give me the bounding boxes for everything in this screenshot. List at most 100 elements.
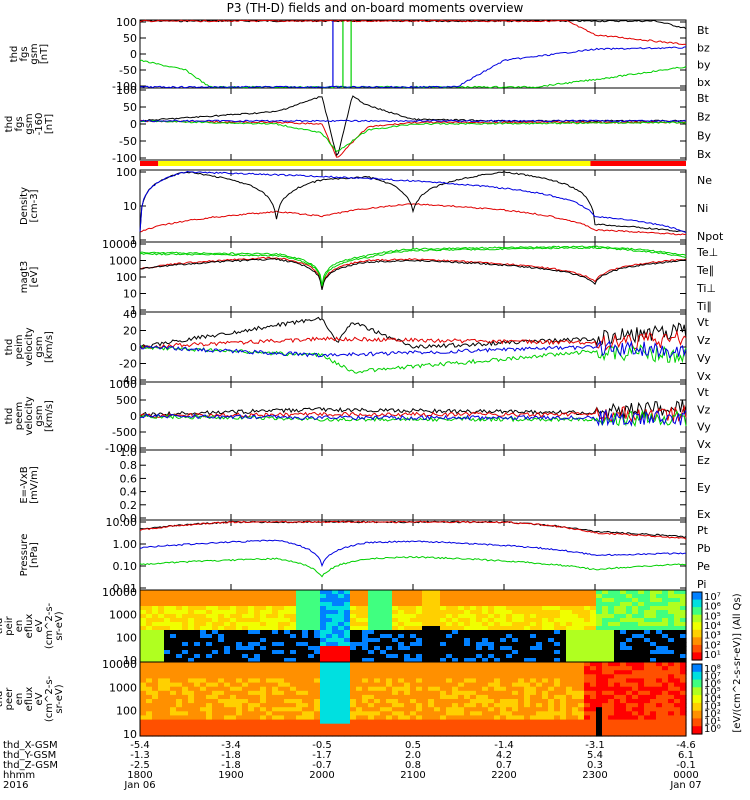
spec-cell (308, 602, 315, 607)
spec-cell (254, 731, 261, 737)
spec-cell (290, 674, 297, 679)
spec-cell (656, 626, 663, 631)
spec-cell (656, 622, 663, 627)
spec-cell (350, 686, 357, 692)
spec-cell (158, 610, 165, 615)
spec-cell (182, 598, 189, 603)
spec-cell (518, 711, 525, 716)
spec-cell (566, 622, 573, 627)
series-Ni (139, 171, 687, 234)
spec-cell (338, 602, 345, 607)
spec-cell (602, 690, 609, 696)
spec-cell (644, 654, 651, 659)
spec-cell (536, 682, 543, 688)
spec-cell (560, 610, 567, 615)
spec-cell (380, 731, 387, 737)
spec-cell (254, 638, 261, 643)
spec-cell (260, 610, 267, 615)
spec-cell (302, 610, 309, 615)
spec-cell (602, 707, 609, 712)
spec-cell (572, 670, 579, 675)
spec-cell (428, 654, 435, 659)
spec-cell (518, 654, 525, 659)
spec-cell (446, 727, 453, 733)
spec-cell (542, 711, 549, 716)
legend-Te∥: Te∥ (696, 264, 714, 277)
spec-cell (260, 606, 267, 611)
spec-cell (662, 598, 669, 603)
spec-cell (584, 678, 591, 684)
spec-cell (380, 703, 387, 708)
spec-cell (146, 711, 153, 716)
spec-cell (488, 694, 495, 700)
spec-cell (254, 690, 261, 696)
ylabel-peir-spec-line: sr-eV) (54, 611, 65, 640)
spec-cell (674, 610, 681, 615)
spec-cell (176, 723, 183, 729)
spec-cell (464, 690, 471, 696)
spec-cell (200, 646, 207, 651)
spec-cell (416, 638, 423, 643)
spec-cell (242, 606, 249, 611)
spec-cell (158, 602, 165, 607)
spec-cell (440, 682, 447, 688)
spec-cell (512, 727, 519, 733)
spec-cell (584, 634, 591, 639)
spec-cell (632, 622, 639, 627)
spec-cell (326, 654, 333, 659)
spec-cell (470, 699, 477, 704)
spec-cell (512, 630, 519, 635)
spec-cell (404, 690, 411, 696)
spec-cell (194, 654, 201, 659)
spec-cell (308, 650, 315, 655)
spec-cell (488, 727, 495, 733)
spec-cell (170, 694, 177, 700)
legend-Ez: Ez (697, 454, 710, 467)
spec-cell (542, 618, 549, 623)
spec-cell (452, 670, 459, 675)
spec-cell (572, 731, 579, 737)
spec-cell (602, 731, 609, 737)
spec-cell (464, 606, 471, 611)
spec-cell (290, 634, 297, 639)
spec-cell (440, 678, 447, 684)
spec-cell (578, 598, 585, 603)
spec-cell (146, 662, 153, 667)
spec-cell (266, 711, 273, 716)
spec-cell (452, 646, 459, 651)
spec-cell (680, 715, 687, 721)
spec-cell (422, 711, 429, 716)
spec-cell (386, 618, 393, 623)
spec-cell (542, 646, 549, 651)
spec-cell (368, 598, 375, 603)
spec-cell (296, 622, 303, 627)
spec-cell (224, 707, 231, 712)
spec-cell (350, 622, 357, 627)
spec-cell (650, 630, 657, 635)
spec-cell (644, 602, 651, 607)
spec-cell (212, 646, 219, 651)
spec-cell (572, 662, 579, 667)
spec-cell (530, 707, 537, 712)
spec-cell (302, 634, 309, 639)
spec-cell (278, 731, 285, 737)
spec-cell (512, 723, 519, 729)
spec-cell (620, 662, 627, 667)
spec-cell (464, 602, 471, 607)
spec-cell (596, 699, 603, 704)
spec-cell (368, 654, 375, 659)
spec-cell (386, 731, 393, 737)
spec-cell (614, 711, 621, 716)
spec-cell (392, 674, 399, 679)
spec-cell (212, 686, 219, 692)
spec-cell (428, 598, 435, 603)
spec-cell (182, 690, 189, 696)
spec-cell (386, 690, 393, 696)
spec-cell (446, 650, 453, 655)
spec-cell (440, 662, 447, 667)
spec-cell (152, 678, 159, 684)
spec-cell (242, 674, 249, 679)
spec-cell (176, 598, 183, 603)
spec-cell (230, 715, 237, 721)
spec-cell (332, 662, 339, 667)
